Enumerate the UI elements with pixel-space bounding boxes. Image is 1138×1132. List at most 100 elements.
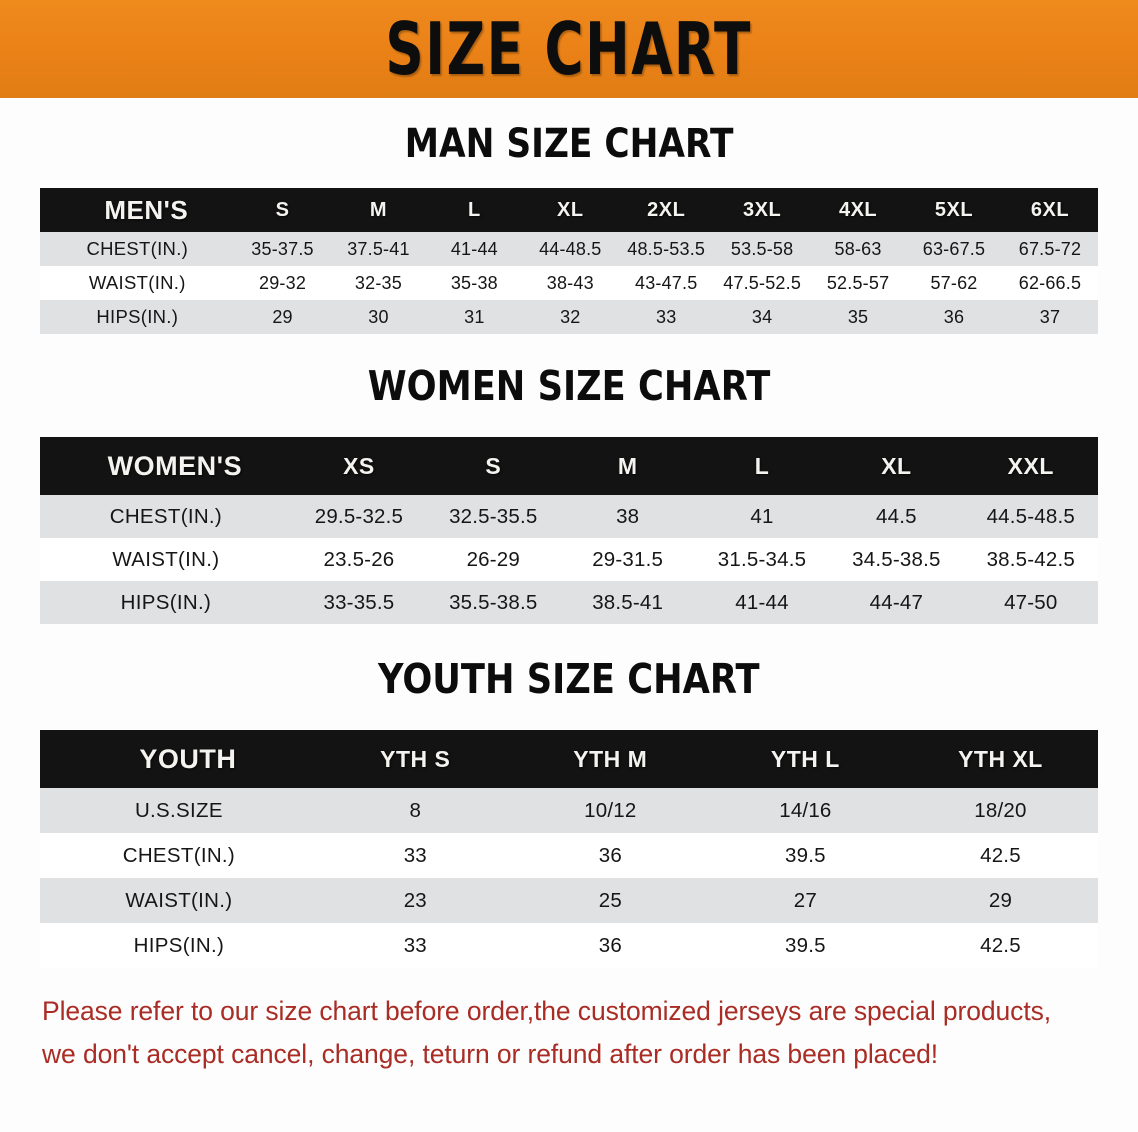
youth-section-heading: YOUTH SIZE CHART xyxy=(0,659,1138,700)
table-cell: 8 xyxy=(409,798,422,822)
table-cell: 38.5-42.5 xyxy=(986,547,1075,571)
table-cell: 31 xyxy=(464,306,485,327)
page-title: SIZE CHART xyxy=(385,7,753,91)
women-size-header-m: M xyxy=(617,452,638,479)
table-cell: 30 xyxy=(368,306,389,327)
table-cell: 53.5-58 xyxy=(730,238,794,259)
table-cell: 26-29 xyxy=(466,547,521,571)
man-size-header-2xl: 2XL xyxy=(647,198,686,221)
youth-row-label: HIPS(IN.) xyxy=(133,933,225,957)
table-cell: 29.5-32.5 xyxy=(314,504,404,528)
table-cell: 34.5-38.5 xyxy=(852,547,941,571)
man-size-header-4xl: 4XL xyxy=(838,198,878,221)
man-size-header-s: S xyxy=(275,198,290,221)
youth-chart-wrap: YOUTH YTH S YTH M YTH L YTH XL U.S.SIZE 8 10/1… xyxy=(40,730,1098,968)
table-cell: 39.5 xyxy=(785,933,826,957)
table-cell: 47-50 xyxy=(1004,590,1058,614)
table-cell: 63-67.5 xyxy=(922,238,986,259)
women-table-body: CHEST(IN.) 29.5-32.5 32.5-35.5 38 41 44.5 44.5… xyxy=(40,495,1098,624)
man-size-header-m: M xyxy=(369,198,388,221)
women-size-table: WOMEN'S XS S M L XL XXL CHEST(IN.) 29.5-32.5 32.… xyxy=(40,437,1098,624)
table-cell: 23 xyxy=(403,888,427,912)
youth-table-head: YOUTH YTH S YTH M YTH L YTH XL xyxy=(40,730,1098,788)
table-cell: 29 xyxy=(272,306,293,327)
table-cell: 35.5-38.5 xyxy=(449,590,538,614)
youth-size-header-yth-l: YTH L xyxy=(770,745,840,772)
table-cell: 33 xyxy=(656,306,677,327)
women-table-head: WOMEN'S XS S M L XL XXL xyxy=(40,437,1098,495)
man-row-label: WAIST(IN.) xyxy=(88,272,186,293)
table-cell: 52.5-57 xyxy=(826,272,890,293)
table-cell: 62-66.5 xyxy=(1018,272,1082,293)
youth-row-label: U.S.SIZE xyxy=(134,798,223,822)
women-section-heading: WOMEN SIZE CHART xyxy=(0,366,1138,407)
table-cell: 38.5-41 xyxy=(592,590,664,614)
table-cell: 47.5-52.5 xyxy=(723,272,802,293)
table-cell: 42.5 xyxy=(980,843,1021,867)
table-row: WAIST(IN.) 23.5-26 26-29 29-31.5 31.5-34.5 34… xyxy=(40,538,1098,581)
table-cell: 36 xyxy=(598,933,622,957)
table-cell: 43-47.5 xyxy=(634,272,698,293)
table-row: HIPS(IN.) 33-35.5 35.5-38.5 38.5-41 41-44 44-… xyxy=(40,581,1098,624)
table-cell: 29-32 xyxy=(259,272,307,293)
table-row: WAIST(IN.) 23 25 27 29 xyxy=(40,878,1098,923)
table-cell: 44-48.5 xyxy=(539,238,602,259)
table-cell: 32-35 xyxy=(354,272,402,293)
table-cell: 36 xyxy=(598,843,622,867)
table-cell: 41-44 xyxy=(450,238,498,259)
women-row-label: WAIST(IN.) xyxy=(112,547,220,571)
table-cell: 10/12 xyxy=(584,798,637,822)
man-table-body: CHEST(IN.) 35-37.5 37.5-41 41-44 44-48.5 48.5… xyxy=(40,232,1098,334)
table-row: CHEST(IN.) 29.5-32.5 32.5-35.5 38 41 44.5 44.5… xyxy=(40,495,1098,538)
table-cell: 39.5 xyxy=(785,843,826,867)
table-cell: 27 xyxy=(793,888,817,912)
man-size-header-xl: XL xyxy=(557,198,584,221)
youth-size-header-yth-s: YTH S xyxy=(380,745,451,772)
table-cell: 35-38 xyxy=(450,272,498,293)
table-row: CHEST(IN.) 33 36 39.5 42.5 xyxy=(40,833,1098,878)
table-cell: 34 xyxy=(751,306,773,327)
table-cell: 29-31.5 xyxy=(592,547,664,571)
table-cell: 38-43 xyxy=(546,272,594,293)
table-cell: 38 xyxy=(616,504,640,528)
youth-size-header-yth-m: YTH M xyxy=(573,745,648,772)
table-cell: 36 xyxy=(943,306,965,327)
table-cell: 35-37.5 xyxy=(251,238,314,259)
table-cell: 41-44 xyxy=(735,590,789,614)
youth-table-body: U.S.SIZE 8 10/12 14/16 18/20 CHEST(IN.) 33 36 39… xyxy=(40,788,1098,968)
table-cell: 37.5-41 xyxy=(347,238,410,259)
table-cell: 23.5-26 xyxy=(323,547,395,571)
man-size-header-l: L xyxy=(468,198,481,221)
man-size-header-5xl: 5XL xyxy=(934,198,974,221)
man-size-table: MEN'S S M L XL 2XL 3XL 4XL 5XL 6XL CHEST(IN.) 35-3… xyxy=(40,188,1098,334)
table-cell: 48.5-53.5 xyxy=(627,238,706,259)
order-policy-note-line1: Please refer to our size chart before or… xyxy=(42,996,1052,1026)
women-size-header-s: S xyxy=(485,452,502,479)
table-cell: 33 xyxy=(403,843,427,867)
women-size-header-l: L xyxy=(754,452,770,479)
man-size-header-3xl: 3XL xyxy=(743,198,782,221)
women-header-row: WOMEN'S XS S M L XL XXL xyxy=(40,437,1098,495)
table-cell: 14/16 xyxy=(779,798,832,822)
table-cell: 29 xyxy=(988,888,1013,912)
women-size-header-xxl: XXL xyxy=(1007,452,1054,479)
table-cell: 58-63 xyxy=(834,238,882,259)
youth-header-row: YOUTH YTH S YTH M YTH L YTH XL xyxy=(40,730,1098,788)
table-row: HIPS(IN.) 29 30 31 32 33 34 35 36 37 xyxy=(40,300,1098,334)
man-section-heading-text: MAN SIZE CHART xyxy=(404,121,734,167)
table-cell: 41 xyxy=(750,504,774,528)
youth-size-header-yth-xl: YTH XL xyxy=(958,745,1043,772)
youth-category-header: YOUTH xyxy=(139,743,237,774)
table-cell: 44.5 xyxy=(876,504,917,528)
man-table-head: MEN'S S M L XL 2XL 3XL 4XL 5XL 6XL xyxy=(40,188,1098,232)
man-size-header-6xl: 6XL xyxy=(1030,198,1070,221)
man-category-header: MEN'S xyxy=(104,194,189,225)
man-chart-wrap: MEN'S S M L XL 2XL 3XL 4XL 5XL 6XL CHEST(IN.) 35-3… xyxy=(40,188,1098,334)
table-cell: 32 xyxy=(560,306,581,327)
table-cell: 33 xyxy=(403,933,427,957)
table-cell: 42.5 xyxy=(980,933,1021,957)
order-policy-note: Please refer to our size chart before or… xyxy=(42,990,1096,1076)
table-row: WAIST(IN.) 29-32 32-35 35-38 38-43 43-47.5 47.… xyxy=(40,266,1098,300)
youth-row-label: CHEST(IN.) xyxy=(122,843,236,867)
